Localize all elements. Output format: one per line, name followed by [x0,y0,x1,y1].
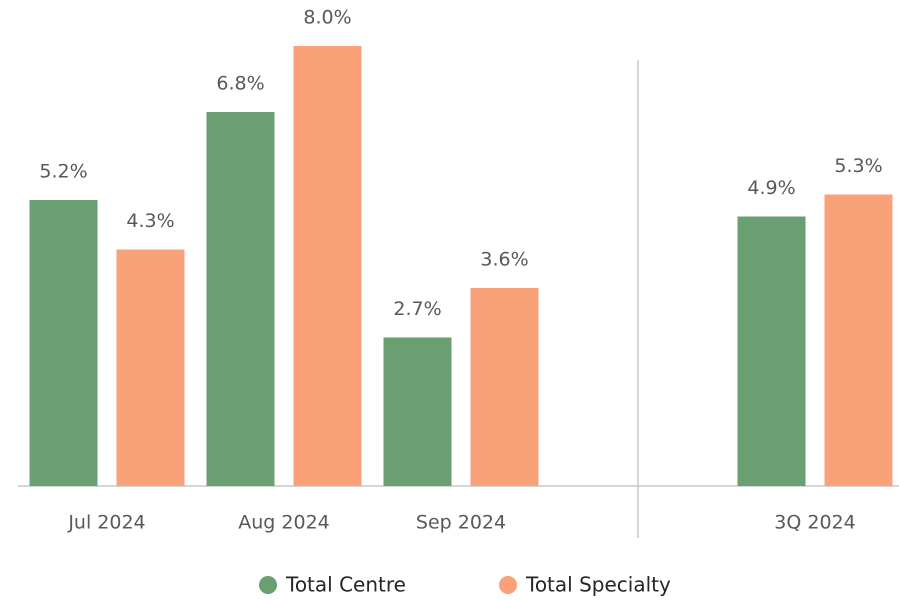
value-label: 6.8% [216,73,264,95]
legend-label: Total Specialty [525,573,671,597]
bar [116,249,185,486]
bar [29,200,98,486]
value-label: 2.7% [393,298,441,320]
x-tick-label: Aug 2024 [238,512,330,534]
legend-label: Total Centre [285,573,406,597]
legend-marker [499,576,517,594]
value-label: 5.3% [834,155,882,177]
bar [383,337,452,486]
bar [470,288,539,486]
value-label: 8.0% [303,7,351,29]
value-label: 3.6% [480,249,528,271]
value-label: 4.3% [126,210,174,232]
bar [206,112,275,486]
value-label: 5.2% [39,161,87,183]
bar [293,46,362,486]
bar [824,194,893,486]
legend-marker [259,576,277,594]
bar [737,216,806,486]
value-label: 4.9% [747,177,795,199]
x-tick-label: 3Q 2024 [774,512,855,534]
x-tick-label: Sep 2024 [416,512,506,534]
x-tick-label: Jul 2024 [67,512,145,534]
